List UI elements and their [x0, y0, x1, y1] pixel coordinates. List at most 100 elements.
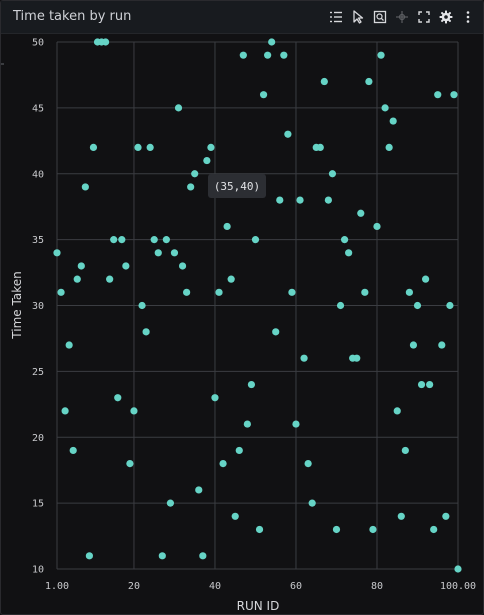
data-point[interactable] [219, 460, 227, 468]
data-point[interactable] [450, 91, 458, 99]
data-point[interactable] [191, 170, 199, 178]
data-point[interactable] [150, 236, 158, 244]
data-point[interactable] [385, 143, 393, 151]
data-point[interactable] [247, 380, 256, 389]
data-point[interactable] [162, 236, 170, 244]
data-point[interactable] [122, 262, 130, 270]
data-point[interactable] [215, 288, 223, 296]
data-point[interactable] [154, 249, 162, 257]
data-point[interactable] [430, 525, 438, 534]
data-point[interactable] [61, 407, 69, 415]
pan-icon[interactable] [393, 7, 411, 27]
data-point[interactable] [288, 288, 296, 296]
data-point[interactable] [126, 460, 134, 468]
data-point[interactable] [361, 288, 369, 296]
data-point[interactable] [77, 262, 85, 270]
data-point[interactable] [296, 196, 304, 204]
data-point[interactable] [158, 552, 166, 560]
data-point[interactable] [320, 77, 328, 86]
data-point[interactable] [227, 275, 235, 283]
data-point[interactable] [239, 51, 247, 59]
data-point[interactable] [114, 394, 122, 402]
data-point[interactable] [434, 91, 442, 99]
data-point[interactable] [65, 341, 73, 349]
data-point[interactable] [446, 301, 454, 310]
data-point[interactable] [409, 341, 418, 349]
data-point[interactable] [130, 407, 138, 415]
data-point[interactable] [73, 275, 81, 283]
data-point[interactable] [166, 499, 175, 507]
data-point[interactable] [187, 183, 195, 191]
data-point[interactable] [223, 222, 231, 231]
data-point[interactable] [413, 301, 422, 310]
data-point[interactable] [272, 328, 280, 336]
data-point[interactable] [146, 143, 154, 151]
data-point[interactable] [389, 117, 397, 125]
data-point[interactable] [199, 552, 207, 560]
data-point[interactable] [178, 262, 187, 270]
data-point[interactable] [332, 525, 341, 534]
data-point[interactable] [268, 38, 276, 46]
data-point[interactable] [138, 301, 146, 310]
data-point[interactable] [53, 249, 61, 257]
data-point[interactable] [328, 170, 337, 178]
data-point[interactable] [211, 394, 219, 402]
pointer-icon[interactable] [349, 7, 367, 27]
data-point[interactable] [195, 486, 203, 494]
data-point[interactable] [142, 328, 150, 336]
data-point[interactable] [276, 196, 284, 204]
data-point[interactable] [401, 446, 409, 455]
data-point[interactable] [106, 275, 114, 283]
data-point[interactable] [110, 236, 118, 244]
data-point[interactable] [405, 288, 413, 296]
data-point[interactable] [69, 446, 77, 455]
data-point[interactable] [417, 380, 426, 389]
data-point[interactable] [259, 91, 268, 99]
data-point[interactable] [118, 236, 126, 244]
data-point[interactable] [397, 512, 405, 520]
data-point[interactable] [203, 156, 211, 165]
data-point[interactable] [89, 143, 98, 151]
data-point[interactable] [207, 143, 215, 151]
data-point[interactable] [183, 288, 191, 296]
data-point[interactable] [251, 236, 260, 244]
data-point[interactable] [340, 236, 349, 244]
data-point[interactable] [300, 354, 308, 362]
data-point[interactable] [292, 420, 300, 428]
data-point[interactable] [284, 130, 292, 138]
data-point[interactable] [442, 512, 450, 520]
data-point[interactable] [369, 525, 377, 534]
data-point[interactable] [373, 222, 381, 231]
data-point[interactable] [81, 183, 89, 191]
data-point[interactable] [134, 143, 142, 151]
data-point[interactable] [377, 51, 385, 59]
data-point[interactable] [365, 77, 373, 86]
data-point[interactable] [381, 104, 389, 112]
data-point[interactable] [454, 565, 462, 573]
data-point[interactable] [357, 209, 365, 217]
legend-toggle-icon[interactable] [327, 7, 345, 27]
data-point[interactable] [85, 552, 94, 560]
data-point[interactable] [243, 420, 251, 428]
data-point[interactable] [324, 196, 332, 204]
zoom-box-icon[interactable] [371, 7, 389, 27]
settings-icon[interactable] [437, 7, 455, 27]
data-point[interactable] [170, 249, 179, 257]
data-point[interactable] [426, 380, 434, 389]
data-point[interactable] [308, 499, 316, 507]
data-point[interactable] [336, 301, 345, 310]
data-point[interactable] [353, 354, 361, 362]
data-point[interactable] [280, 51, 288, 59]
data-point[interactable] [393, 407, 401, 415]
data-point[interactable] [235, 446, 243, 455]
data-point[interactable] [102, 38, 110, 46]
data-point[interactable] [438, 341, 446, 349]
data-point[interactable] [57, 288, 65, 296]
data-point[interactable] [255, 525, 264, 534]
data-point[interactable] [421, 275, 430, 283]
fullscreen-icon[interactable] [415, 7, 433, 27]
more-options-icon[interactable] [459, 7, 477, 27]
data-point[interactable] [345, 249, 353, 257]
data-point[interactable] [304, 460, 312, 468]
